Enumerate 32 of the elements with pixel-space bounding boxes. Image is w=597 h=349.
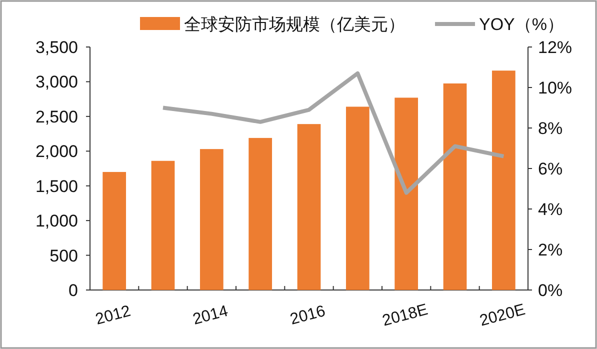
bar <box>151 160 175 290</box>
line-series <box>161 71 506 195</box>
y-tick-label: 2,500 <box>35 107 78 126</box>
y-tick-label: 0 <box>68 281 78 300</box>
bar <box>200 149 224 290</box>
legend-label: 全球安防市场规模（亿美元） <box>184 15 405 34</box>
x-tick-label: 2012 <box>94 302 133 328</box>
x-tick-label: 2018E <box>380 301 430 330</box>
x-tick-label: 2016 <box>288 302 328 328</box>
x-tick-label: 2014 <box>191 302 230 328</box>
y-tick-label: 1,000 <box>35 212 78 231</box>
bar <box>297 124 321 290</box>
y-tick-label: 2,000 <box>35 142 78 162</box>
y2-tick-label: 8% <box>538 119 563 138</box>
y2-tick-label: 4% <box>538 200 563 219</box>
bar <box>102 172 126 290</box>
y-tick-label: 3,000 <box>35 72 78 92</box>
x-tick-label: 2020E <box>478 301 528 330</box>
y2-tick-label: 2% <box>538 240 563 260</box>
bar <box>248 138 272 290</box>
y2-tick-label: 12% <box>538 38 572 57</box>
bar <box>346 106 370 290</box>
bar <box>443 83 467 290</box>
y2-tick-label: 10% <box>538 78 572 98</box>
y-tick-label: 1,500 <box>35 176 78 196</box>
y2-tick-label: 0% <box>538 281 563 300</box>
y-tick-label: 3,500 <box>35 38 78 57</box>
y-tick-label: 500 <box>50 246 78 266</box>
bar <box>492 70 516 290</box>
y2-tick-label: 6% <box>538 160 563 178</box>
bar <box>394 98 418 290</box>
legend-label: YOY（%） <box>479 15 564 34</box>
